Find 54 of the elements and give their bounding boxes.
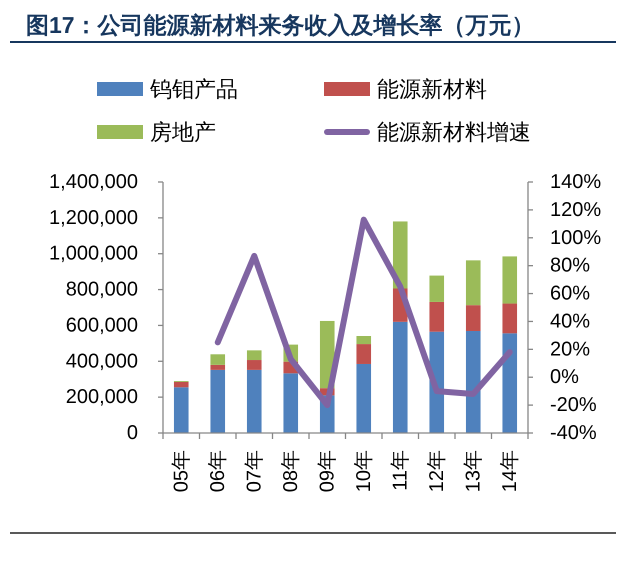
bar xyxy=(246,350,262,360)
y-tick-label: 1,000,000 xyxy=(49,242,138,265)
x-tick-label: 08年 xyxy=(280,450,302,492)
bar xyxy=(356,364,372,433)
y2-tick-label: 40% xyxy=(550,310,590,332)
bar xyxy=(356,344,372,364)
x-tick-label: 07年 xyxy=(243,450,266,492)
bar xyxy=(210,354,226,365)
x-tick-label: 12年 xyxy=(426,450,448,492)
y-tick-label: 0 xyxy=(126,422,138,444)
bar xyxy=(466,305,481,331)
legend-label: 能源新材料 xyxy=(377,76,487,102)
legend-label: 钨钼产品 xyxy=(149,76,238,102)
legend-label: 能源新材料增速 xyxy=(377,120,531,144)
bar xyxy=(174,387,189,433)
y-tick-label: 1,400,000 xyxy=(49,171,138,193)
bar xyxy=(429,302,444,332)
bar xyxy=(174,382,189,388)
x-tick-label: 09年 xyxy=(316,450,338,492)
bar xyxy=(429,276,444,302)
x-tick-label: 14年 xyxy=(498,450,521,492)
y2-tick-label: 120% xyxy=(550,198,602,221)
bar xyxy=(392,322,408,433)
bar xyxy=(502,256,518,304)
y2-tick-label: 20% xyxy=(550,338,590,360)
x-tick-label: 05年 xyxy=(170,450,192,492)
y2-tick-label: 80% xyxy=(550,254,590,277)
x-tick-label: 13年 xyxy=(462,450,484,492)
bar xyxy=(246,370,262,433)
bar xyxy=(502,333,518,433)
x-tick-label: 11年 xyxy=(389,450,412,491)
bar xyxy=(502,304,518,334)
y-tick-label: 200,000 xyxy=(66,386,138,408)
title: 图17：公司能源新材料来务收入及增长率（万元） xyxy=(26,12,535,38)
bar xyxy=(466,330,481,433)
bar xyxy=(283,373,298,433)
bar xyxy=(356,336,372,344)
legend-label: 房地产 xyxy=(150,120,216,144)
y2-tick-label: -20% xyxy=(550,394,597,416)
y2-tick-label: 140% xyxy=(550,171,602,193)
bar xyxy=(210,370,226,433)
y-tick-label: 1,200,000 xyxy=(49,206,138,229)
bar xyxy=(210,364,226,370)
bar xyxy=(466,260,481,306)
y-tick-label: 400,000 xyxy=(66,350,138,372)
y-tick-label: 800,000 xyxy=(66,278,138,301)
x-tick-label: 10年 xyxy=(352,450,375,492)
y2-tick-label: -40% xyxy=(550,422,597,444)
y-tick-label: 600,000 xyxy=(66,314,138,336)
y2-tick-label: 100% xyxy=(550,226,602,249)
x-tick-label: 06年 xyxy=(206,450,229,492)
y2-tick-label: 60% xyxy=(550,282,590,305)
y2-tick-label: 0% xyxy=(550,366,580,388)
bar xyxy=(246,360,262,370)
